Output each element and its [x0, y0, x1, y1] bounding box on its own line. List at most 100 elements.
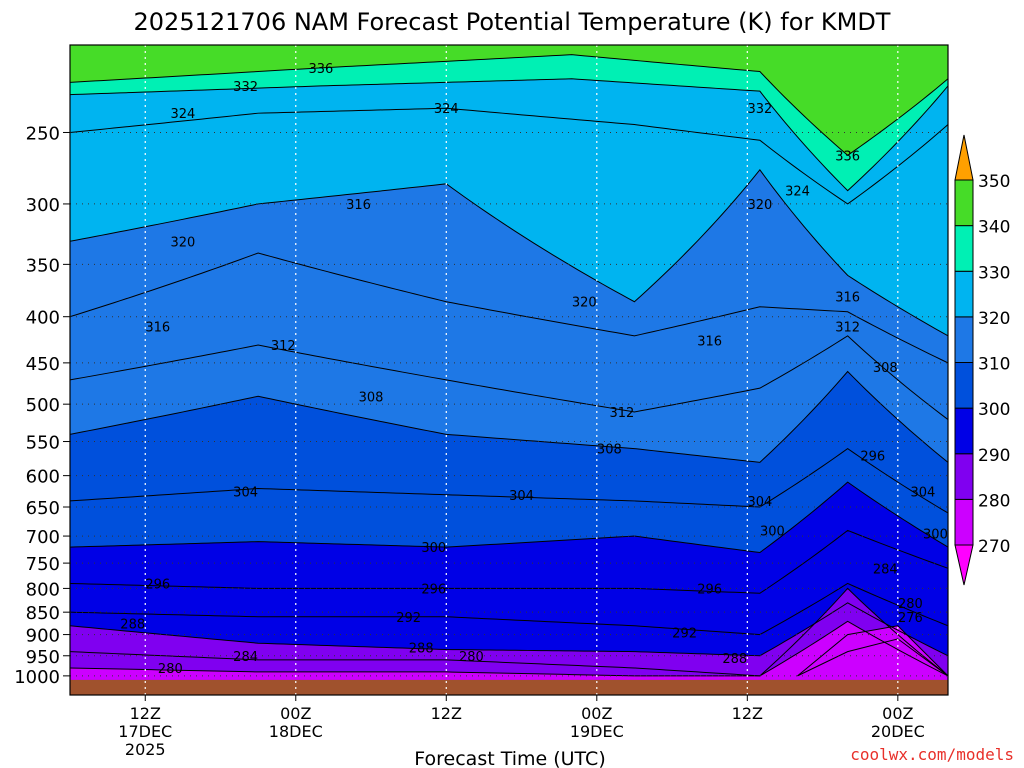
theta-band-fill — [70, 169, 948, 363]
colorbar-swatch — [954, 362, 974, 409]
x-axis-title: Forecast Time (UTC) — [414, 748, 605, 768]
y-tick-label: 700 — [26, 527, 60, 548]
colorbar-tick-label: 330 — [978, 263, 1010, 283]
contour-label: 316 — [835, 291, 860, 306]
isotherm-line — [70, 587, 948, 677]
contour-label: 296 — [421, 582, 446, 597]
y-tick-label: 550 — [26, 433, 60, 454]
y-tick-label: 250 — [26, 123, 60, 144]
contour-label: 332 — [747, 102, 772, 117]
contour-label: 324 — [434, 102, 459, 117]
y-tick-label: 600 — [26, 467, 60, 488]
contour-label: 316 — [697, 334, 722, 349]
colorbar-tick-label: 310 — [978, 355, 1010, 375]
colorbar-swatch — [954, 225, 974, 272]
contour-label: 284 — [233, 650, 258, 665]
ground-surface — [70, 679, 948, 695]
colorbar-tick-label: 300 — [978, 400, 1010, 420]
theta-band-fill — [70, 588, 948, 676]
contour-label: 312 — [609, 406, 634, 421]
y-tick-label: 450 — [26, 354, 60, 375]
x-tick-label: 12Z — [431, 704, 462, 723]
isotherm-line — [797, 638, 948, 677]
contour-label: 300 — [923, 527, 948, 542]
contour-label: 304 — [911, 486, 936, 501]
x-tick-label: 00Z — [581, 704, 612, 723]
contour-label: 304 — [509, 489, 534, 504]
contour-label: 300 — [421, 541, 446, 556]
colorbar-swatch — [954, 453, 974, 500]
x-tick-label: 19DEC — [570, 722, 624, 741]
contour-label: 288 — [120, 618, 145, 633]
isotherm-line — [70, 370, 948, 463]
isotherm-line — [70, 54, 948, 156]
theta-band-fill — [70, 252, 948, 420]
contour-label: 336 — [835, 149, 860, 164]
contour-label: 284 — [873, 562, 898, 577]
contour-label: 272 — [961, 624, 986, 639]
x-tick-label: 2025 — [125, 740, 166, 759]
x-tick-label: 00Z — [882, 704, 913, 723]
theta-band-fill — [70, 530, 948, 635]
contour-label: 288 — [409, 641, 434, 656]
y-tick-label: 650 — [26, 498, 60, 519]
isotherm-line — [70, 602, 948, 657]
contour-label: 320 — [170, 235, 195, 250]
contour-label: 320 — [747, 198, 772, 213]
colorbar-bottom-arrow — [954, 544, 974, 586]
y-tick-label: 350 — [26, 255, 60, 276]
theta-band-fill — [70, 108, 948, 336]
colorbar-tick-label: 340 — [978, 218, 1010, 238]
contour-label: 280 — [898, 597, 923, 612]
contour-label: 280 — [158, 662, 183, 677]
y-tick-label: 800 — [26, 579, 60, 600]
contour-label: 324 — [170, 107, 195, 122]
contour-label: 304 — [747, 495, 772, 510]
colorbar-swatch — [954, 316, 974, 363]
contour-label: 336 — [308, 62, 333, 77]
theta-band-fill — [70, 583, 948, 656]
contour-label: 316 — [346, 198, 371, 213]
contour-label: 296 — [145, 577, 170, 592]
contour-label: 288 — [722, 652, 747, 667]
colorbar-tick-label: 290 — [978, 446, 1010, 466]
colorbar-tick-label: 280 — [978, 491, 1010, 511]
contour-label: 320 — [572, 296, 597, 311]
contour-label: 304 — [233, 486, 258, 501]
colorbar-top-arrow — [954, 134, 974, 181]
y-tick-label: 300 — [26, 195, 60, 216]
isotherm-line — [70, 620, 948, 677]
plot-frame — [69, 44, 949, 696]
contour-label: 316 — [145, 320, 170, 335]
theta-band-fill — [70, 621, 948, 695]
colorbar-swatch — [954, 407, 974, 455]
x-tick-label: 18DEC — [269, 722, 323, 741]
contour-label: 300 — [760, 524, 785, 539]
theta-band-fill — [797, 638, 948, 676]
colorbar-swatch — [954, 179, 974, 227]
isotherm-line — [70, 335, 948, 420]
isotherm-line — [70, 481, 948, 554]
x-tick-label: 00Z — [280, 704, 311, 723]
contour-label: 280 — [459, 650, 484, 665]
contour-label: 332 — [948, 90, 973, 105]
colorbar-legend: 270 280 290 300 310 320 330 340 350 — [954, 134, 1010, 586]
contour-label: 308 — [597, 443, 622, 458]
theta-band-fill — [70, 588, 948, 676]
colorbar-tick-label: 270 — [978, 537, 1010, 557]
chart-title: 2025121706 NAM Forecast Potential Temper… — [134, 8, 891, 36]
isotherm-line — [70, 252, 948, 364]
contour-label: 276 — [898, 611, 923, 626]
y-tick-label: 950 — [26, 647, 60, 668]
contour-label: 320 — [973, 195, 998, 210]
colorbar-tick-label: 350 — [978, 172, 1010, 192]
theta-band-fill — [70, 335, 948, 463]
isotherm-line — [70, 169, 948, 337]
y-tick-label: 1000 — [14, 667, 60, 688]
theta-band-fill — [70, 371, 948, 513]
watermark-text: coolwx.com/models — [850, 745, 1014, 764]
theta-band-fill — [70, 448, 948, 553]
contour-label: 296 — [860, 450, 885, 465]
colorbar-swatch — [954, 270, 974, 318]
